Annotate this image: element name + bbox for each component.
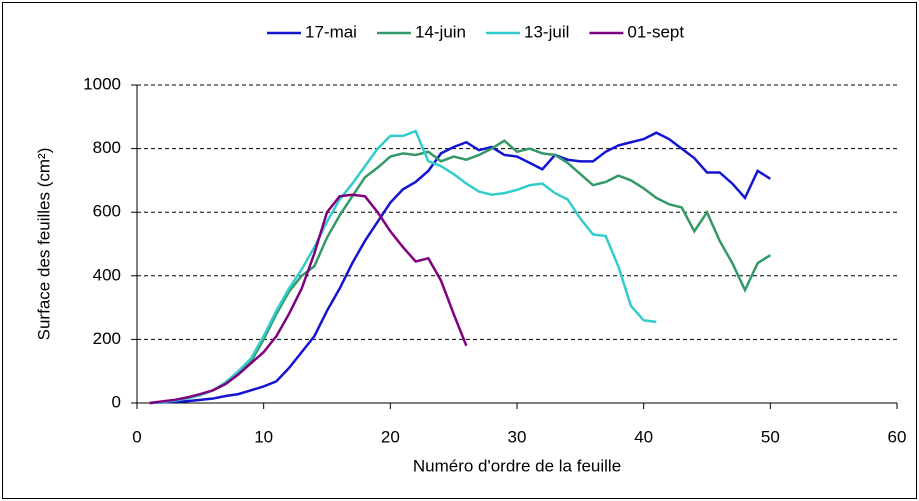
x-tick-label: 10: [254, 427, 273, 446]
y-axis-label: Surface des feuilles (cm²): [34, 148, 53, 341]
x-tick-label: 0: [132, 427, 141, 446]
series-line: [149, 193, 468, 405]
x-tick-label: 30: [508, 427, 527, 446]
series-line: [149, 139, 771, 405]
y-tick-label: 0: [112, 392, 121, 411]
legend-label: 17-mai: [305, 22, 357, 41]
legend-label: 14-juin: [415, 22, 466, 41]
legend-label: 13-juil: [524, 22, 569, 41]
series-line: [149, 129, 657, 405]
y-tick-label: 800: [93, 138, 121, 157]
legend-label: 01-sept: [627, 22, 684, 41]
x-tick-label: 60: [888, 427, 907, 446]
y-tick-label: 200: [93, 329, 121, 348]
x-tick-label: 40: [634, 427, 653, 446]
y-tick-label: 600: [93, 202, 121, 221]
y-tick-label: 400: [93, 265, 121, 284]
y-tick-label: 1000: [83, 74, 121, 93]
x-tick-label: 20: [381, 427, 400, 446]
x-axis-label: Numéro d'ordre de la feuille: [413, 456, 621, 475]
series-line: [149, 131, 771, 405]
x-tick-label: 50: [761, 427, 780, 446]
